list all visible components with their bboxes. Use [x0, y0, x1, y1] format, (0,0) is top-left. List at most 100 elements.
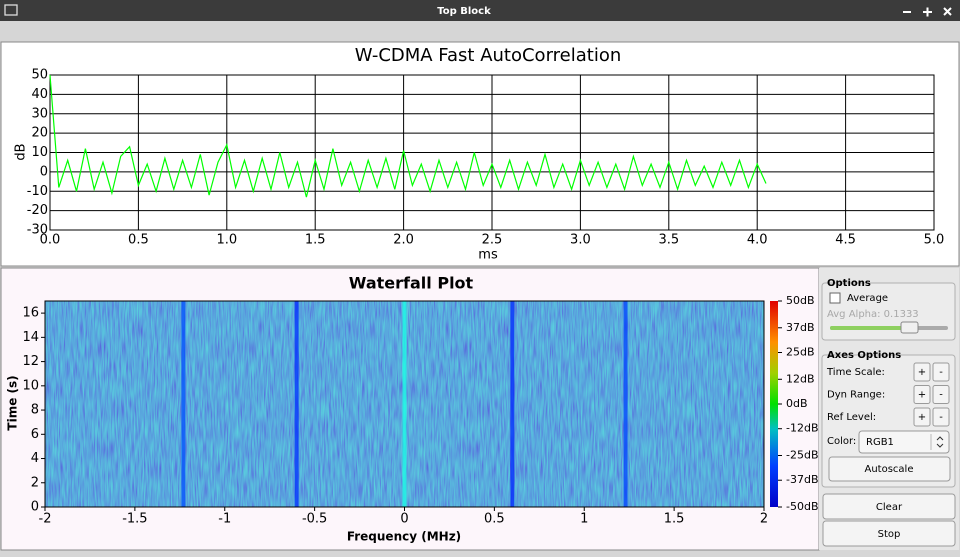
button-label: Clear	[876, 502, 903, 513]
x-tick-label: 3.5	[658, 233, 679, 248]
toolbar	[0, 21, 960, 42]
y-tick-label: 40	[31, 87, 48, 102]
colorbar-label: -25dB	[786, 449, 819, 462]
x-tick-label: 1.5	[664, 512, 685, 527]
button-label: -	[939, 390, 943, 401]
y-tick-label: 20	[31, 126, 48, 141]
row-label: Dyn Range:	[827, 390, 885, 401]
y-tick-label: 14	[22, 330, 39, 345]
color-label: Color:	[827, 436, 856, 447]
options-group: Options Average Avg Alpha: 0.1333	[821, 278, 956, 341]
button-label: +	[918, 367, 926, 378]
minus-button[interactable]: -	[932, 407, 950, 427]
carrier-stripe	[294, 301, 299, 507]
slider-fill	[830, 326, 905, 330]
y-axis-label: dB	[14, 143, 29, 160]
button-label: Stop	[878, 529, 901, 540]
group-title: Options	[827, 278, 871, 289]
carrier-stripe	[510, 301, 515, 507]
button-face	[932, 385, 950, 404]
plot-frame	[44, 300, 765, 508]
button-face	[913, 362, 931, 382]
y-tick-label: -10	[27, 184, 48, 199]
plot-frame	[49, 74, 935, 231]
button-label: -	[939, 412, 943, 423]
x-tick-label: 1.5	[305, 233, 326, 248]
colorbar-label: -12dB	[786, 422, 819, 435]
close-button[interactable]	[943, 7, 952, 16]
maximize-button[interactable]	[923, 7, 932, 17]
x-tick-label: 2	[760, 512, 768, 527]
row-label: Time Scale:	[826, 367, 885, 378]
x-tick-label: -2	[39, 512, 52, 527]
colorbar-label: 50dB	[786, 294, 815, 307]
clear-button[interactable]: Clear	[822, 493, 956, 520]
x-tick-label: -0.5	[302, 512, 327, 527]
y-tick-label: 8	[31, 403, 39, 418]
combo-value: RGB1	[866, 437, 894, 448]
x-axis-label: ms	[478, 248, 498, 263]
checkbox-label: Average	[847, 293, 888, 304]
colorbar-label: 12dB	[786, 372, 815, 385]
checkbox[interactable]	[829, 292, 841, 304]
autoscale-button[interactable]: Autoscale	[828, 456, 951, 482]
y-tick-label: 2	[31, 475, 39, 490]
plus-button[interactable]: +	[913, 385, 931, 404]
button-face	[913, 385, 931, 404]
x-tick-label: 2.0	[393, 233, 414, 248]
slider-handle[interactable]	[900, 321, 919, 334]
window-title: Top Block	[437, 6, 491, 17]
y-tick-label: 6	[31, 427, 39, 442]
stop-button[interactable]: Stop	[822, 520, 956, 547]
x-tick-label: -1	[218, 512, 231, 527]
colorbar-label: 25dB	[786, 346, 815, 359]
y-tick-label: 30	[31, 106, 48, 121]
x-tick-label: 5.0	[924, 233, 945, 248]
y-tick-label: -30	[27, 223, 48, 238]
carrier-stripe	[181, 301, 186, 507]
x-tick-label: 4.5	[835, 233, 856, 248]
button-label: Autoscale	[865, 464, 914, 475]
colorbar-label: -37dB	[786, 473, 819, 486]
y-tick-label: 10	[22, 378, 39, 393]
button-label: +	[918, 390, 926, 401]
x-tick-label: 0	[400, 512, 408, 527]
plus-button[interactable]: +	[913, 362, 931, 382]
colorbar	[770, 301, 778, 507]
x-tick-label: -1.5	[122, 512, 147, 527]
x-tick-label: 4.0	[747, 233, 768, 248]
button-label: +	[918, 412, 926, 423]
y-tick-label: 0	[40, 164, 48, 179]
carrier-stripe	[402, 301, 407, 507]
x-tick-label: 3.0	[570, 233, 591, 248]
y-tick-label: 0	[31, 500, 39, 515]
group-title: Axes Options	[827, 350, 901, 361]
button-face	[913, 407, 931, 427]
chart-title: W-CDMA Fast AutoCorrelation	[355, 45, 622, 66]
autocorrelation-pane	[0, 41, 960, 267]
y-tick-label: 50	[31, 68, 48, 83]
color-combo[interactable]: RGB1	[858, 430, 950, 454]
title-bar	[0, 0, 960, 21]
colorbar-label: 37dB	[786, 321, 815, 334]
colorbar-label: -50dB	[786, 500, 819, 513]
minus-button[interactable]: -	[932, 362, 950, 382]
y-tick-label: 4	[31, 451, 39, 466]
y-tick-label: -20	[27, 203, 48, 218]
y-tick-label: 12	[22, 354, 39, 369]
chart-title: Waterfall Plot	[349, 274, 474, 293]
window-icon	[4, 4, 18, 16]
x-tick-label: 2.5	[482, 233, 503, 248]
x-tick-label: 0.5	[128, 233, 149, 248]
x-tick-label: 0.0	[40, 233, 61, 248]
x-tick-label: 1	[580, 512, 588, 527]
x-axis-label: Frequency (MHz)	[347, 530, 461, 544]
plus-button[interactable]: +	[913, 407, 931, 427]
minus-button[interactable]: -	[932, 385, 950, 404]
carrier-stripe	[623, 301, 628, 507]
alpha-label: Avg Alpha: 0.1333	[827, 309, 919, 320]
trace	[49, 74, 767, 198]
